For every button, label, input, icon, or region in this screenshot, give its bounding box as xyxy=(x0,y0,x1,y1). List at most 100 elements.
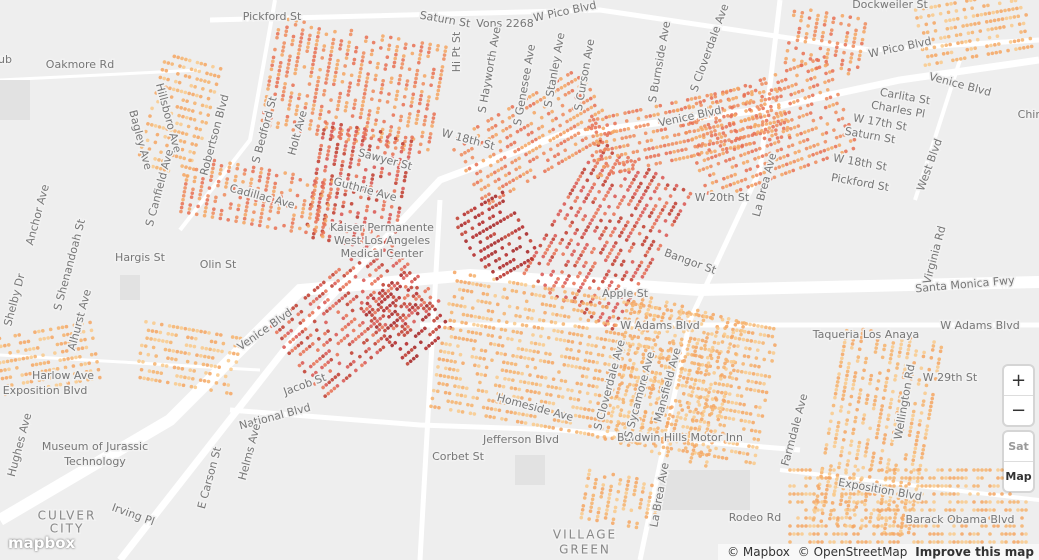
dot xyxy=(360,236,364,240)
dot xyxy=(325,157,329,161)
dot xyxy=(517,227,521,231)
dot xyxy=(487,263,491,267)
dot xyxy=(156,99,160,104)
dot xyxy=(511,178,516,183)
dot xyxy=(734,95,739,100)
dot xyxy=(309,119,313,123)
dot xyxy=(491,199,495,204)
dot xyxy=(389,80,393,85)
dot xyxy=(403,46,407,50)
dot xyxy=(316,79,320,84)
dot xyxy=(567,90,571,95)
dot xyxy=(578,102,583,107)
dot xyxy=(599,251,603,255)
dot xyxy=(262,110,266,115)
dot xyxy=(284,29,289,34)
dot xyxy=(518,109,522,114)
dot xyxy=(584,196,589,200)
dot xyxy=(352,141,356,146)
dot xyxy=(582,264,586,268)
dot xyxy=(477,142,481,147)
dot xyxy=(580,73,585,78)
dot xyxy=(354,174,359,179)
dot xyxy=(616,284,621,288)
dot xyxy=(208,105,213,110)
dot xyxy=(631,274,636,279)
dot xyxy=(200,120,205,124)
dot xyxy=(648,261,653,265)
dot xyxy=(340,159,345,164)
dot xyxy=(188,149,192,154)
dot xyxy=(329,133,334,138)
dot xyxy=(327,234,332,239)
dot xyxy=(761,90,766,94)
dot xyxy=(575,113,580,118)
dot xyxy=(293,71,297,76)
dot xyxy=(487,201,492,206)
dot xyxy=(552,154,557,159)
dot xyxy=(577,303,582,308)
dot xyxy=(481,220,485,225)
dot xyxy=(353,227,358,231)
dot xyxy=(564,263,568,267)
dot xyxy=(605,143,610,148)
dot xyxy=(617,219,621,224)
dot xyxy=(444,45,448,50)
dot xyxy=(395,44,400,49)
dot xyxy=(653,171,658,176)
dot xyxy=(377,137,381,142)
dot xyxy=(594,211,598,215)
dot xyxy=(494,203,498,208)
dot xyxy=(579,111,583,116)
dot xyxy=(374,118,379,123)
dot xyxy=(269,112,274,116)
dot xyxy=(560,159,565,164)
dot xyxy=(520,145,524,150)
dot xyxy=(538,97,543,102)
dot xyxy=(632,133,636,138)
dot xyxy=(576,177,581,182)
dot xyxy=(601,247,605,252)
dot xyxy=(314,42,319,47)
dot xyxy=(547,244,552,248)
dot xyxy=(383,195,388,200)
dot xyxy=(167,119,172,124)
dot xyxy=(630,260,635,264)
dot xyxy=(300,28,305,32)
dot xyxy=(338,126,343,131)
dot xyxy=(644,235,649,240)
dot xyxy=(455,137,459,141)
dot xyxy=(283,33,288,37)
dot xyxy=(613,273,618,278)
dot xyxy=(643,253,648,258)
dot xyxy=(334,115,338,120)
dot xyxy=(540,133,545,138)
dot xyxy=(260,118,265,123)
dot xyxy=(651,175,656,179)
dot xyxy=(599,132,603,137)
dot xyxy=(566,73,570,77)
dot xyxy=(515,264,520,269)
dot xyxy=(665,118,670,123)
dot xyxy=(285,70,290,74)
dot xyxy=(406,155,411,159)
dot xyxy=(277,68,282,73)
dot xyxy=(297,47,302,52)
dot xyxy=(658,243,663,248)
dot xyxy=(520,225,525,229)
dot xyxy=(403,139,407,144)
dot xyxy=(367,148,372,152)
dot xyxy=(442,57,446,61)
dot xyxy=(412,84,417,89)
dot xyxy=(435,96,439,101)
dot xyxy=(581,217,585,222)
dot xyxy=(608,219,612,223)
dot xyxy=(463,159,468,164)
dot xyxy=(583,214,587,218)
dot xyxy=(613,121,617,126)
dot xyxy=(344,229,349,234)
dot xyxy=(316,31,321,35)
dot xyxy=(501,193,506,198)
dot xyxy=(657,120,662,124)
dot xyxy=(352,102,357,107)
